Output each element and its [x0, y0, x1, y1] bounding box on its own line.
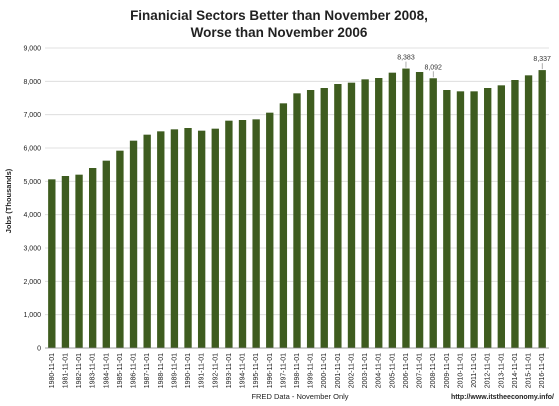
chart-title-line2: Worse than November 2006: [191, 25, 368, 40]
bar: [538, 70, 546, 348]
y-tick-label: 2,000: [23, 279, 41, 286]
x-tick-label: 1989-11-01: [171, 353, 178, 388]
bar: [497, 85, 506, 348]
x-tick-label: 1997-11-01: [280, 353, 287, 388]
data-annotations: 8,383 8,092 8,337: [397, 55, 551, 78]
bar: [524, 75, 533, 348]
bar: [61, 176, 70, 348]
x-tick-label: 1990-11-01: [185, 353, 192, 388]
x-tick-label: 2015-11-01: [526, 353, 533, 388]
x-tick-label: 2005-11-01: [389, 353, 396, 388]
data-label: 8,337: [533, 56, 551, 63]
x-axis-title: FRED Data - November Only: [251, 392, 348, 401]
x-tick-label: 1988-11-01: [158, 353, 165, 388]
chart-title-line1: Finanicial Sectors Better than November …: [130, 8, 428, 23]
x-tick-label: 1993-11-01: [226, 353, 233, 388]
y-tick-label: 8,000: [23, 79, 41, 86]
y-tick-label: 3,000: [23, 246, 41, 253]
x-tick-label: 2014-11-01: [512, 353, 519, 388]
x-tick-label: 1999-11-01: [308, 353, 315, 388]
bar: [470, 91, 478, 348]
x-tick-label: 2010-11-01: [457, 353, 464, 388]
bar: [320, 88, 328, 348]
x-tick-label: 2007-11-01: [417, 353, 424, 388]
bar: [88, 168, 97, 348]
y-axis-title: Jobs (Thousands): [4, 168, 13, 233]
y-tick-label: 5,000: [23, 179, 41, 186]
bar: [347, 82, 356, 349]
x-tick-label: 2004-11-01: [376, 353, 383, 388]
x-tick-label: 1984-11-01: [103, 353, 110, 388]
bar: [170, 129, 179, 348]
bar: [238, 120, 247, 348]
bar: [197, 130, 206, 348]
bar: [361, 79, 369, 348]
bar: [266, 112, 274, 349]
x-tick-label: 1998-11-01: [294, 353, 301, 388]
x-tick-label: 2000-11-01: [321, 353, 328, 388]
bar: [252, 119, 260, 348]
data-label: 8,092: [424, 64, 442, 71]
bar: [511, 80, 519, 348]
y-axis-ticks: 0 1,000 2,000 3,000 4,000 5,000 6,000 7,000 8,00…: [23, 46, 41, 353]
bar: [375, 78, 383, 348]
x-tick-label: 2001-11-01: [335, 353, 342, 388]
bar: [102, 160, 110, 348]
bar: [334, 84, 342, 348]
data-label: 8,383: [397, 55, 415, 62]
x-tick-label: 1981-11-01: [62, 353, 69, 388]
y-tick-label: 7,000: [23, 112, 41, 119]
x-tick-label: 2012-11-01: [485, 353, 492, 388]
y-tick-label: 4,000: [23, 212, 41, 219]
x-axis-ticks: 1980-11-01 1981-11-01 1982-11-01 1983-11-01…: [49, 353, 546, 388]
x-tick-label: 2002-11-01: [348, 353, 355, 388]
x-tick-label: 2009-11-01: [444, 353, 451, 388]
bar: [129, 140, 138, 348]
bar: [456, 91, 465, 348]
x-tick-label: 1986-11-01: [131, 353, 138, 388]
bar: [116, 150, 124, 348]
x-tick-label: 1985-11-01: [117, 353, 124, 388]
bar: [429, 78, 437, 349]
bars: [48, 68, 546, 349]
bar: [225, 120, 233, 349]
x-tick-label: 1991-11-01: [199, 353, 206, 388]
x-tick-label: 1992-11-01: [212, 353, 219, 388]
bar: [48, 179, 56, 348]
bar: [279, 103, 288, 348]
x-tick-label: 2016-11-01: [539, 353, 546, 388]
x-tick-label: 1983-11-01: [90, 353, 97, 388]
bar: [402, 68, 410, 349]
x-tick-label: 1995-11-01: [253, 353, 260, 388]
y-tick-label: 0: [37, 346, 41, 353]
bar: [75, 174, 83, 348]
bar: [415, 72, 424, 348]
x-tick-label: 1996-11-01: [267, 353, 274, 388]
x-tick-label: 2008-11-01: [430, 353, 437, 388]
x-tick-label: 2011-11-01: [471, 353, 478, 388]
x-tick-label: 1982-11-01: [76, 353, 83, 388]
bar: [306, 90, 315, 348]
bar: [443, 90, 451, 348]
x-tick-label: 2003-11-01: [362, 353, 369, 388]
x-tick-label: 1987-11-01: [144, 353, 151, 388]
bar: [143, 134, 151, 348]
bar: [184, 128, 192, 348]
credit-text: http://www.itstheeconomy.info/: [451, 394, 554, 401]
x-tick-label: 2006-11-01: [403, 353, 410, 388]
y-tick-label: 1,000: [23, 312, 41, 319]
bar: [157, 131, 165, 348]
bar: [388, 72, 397, 349]
y-tick-label: 9,000: [23, 46, 41, 53]
x-tick-label: 1980-11-01: [49, 353, 56, 388]
bar: [293, 93, 301, 348]
bar: [484, 88, 492, 348]
y-tick-label: 6,000: [23, 146, 41, 153]
bar: [211, 128, 219, 348]
x-tick-label: 2013-11-01: [498, 353, 505, 388]
x-tick-label: 1994-11-01: [240, 353, 247, 388]
